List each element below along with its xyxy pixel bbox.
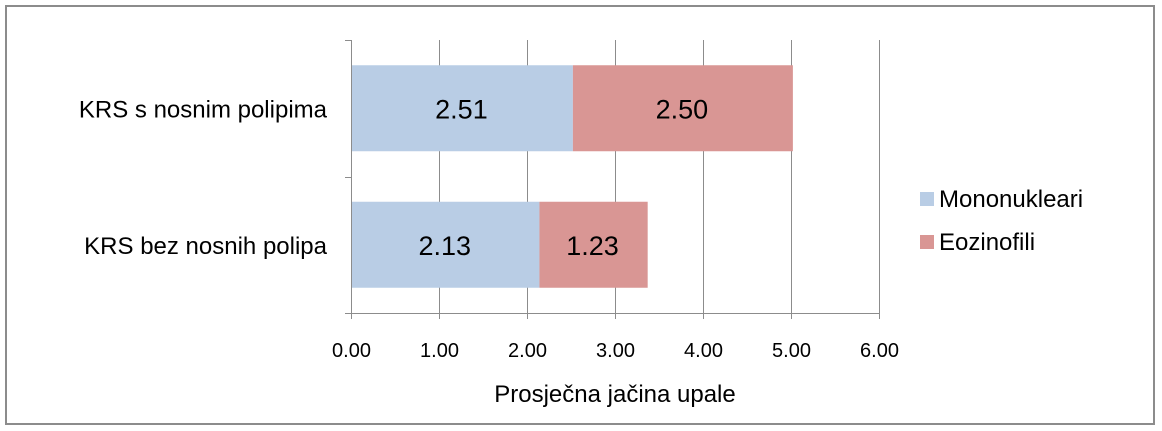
data-label: 2.13 <box>418 231 471 261</box>
bars <box>352 65 793 288</box>
x-axis-title: Prosječna jačina upale <box>494 381 736 408</box>
bar-mononukleari <box>352 65 573 152</box>
x-tick-label: 4.00 <box>684 340 723 362</box>
category-label: KRS bez nosnih polipa <box>84 233 327 260</box>
x-tick-label: 1.00 <box>420 340 459 362</box>
data-label: 1.23 <box>566 231 619 261</box>
category-label: KRS s nosnim polipima <box>79 96 328 123</box>
legend-swatch-eozinofili <box>920 235 934 249</box>
x-tick-label: 6.00 <box>860 340 899 362</box>
bar-eozinofili <box>539 201 648 288</box>
data-label: 2.50 <box>656 94 709 124</box>
labels: 2.51 2.50 KRS s nosnim polipima 2.13 1.23 KRS… <box>79 94 736 408</box>
axes: 0.00 1.00 2.00 3.00 4.00 5.00 6.00 <box>332 40 899 362</box>
x-tick-label: 0.00 <box>332 340 371 362</box>
legend-label: Mononukleari <box>939 186 1083 213</box>
x-tick-label: 3.00 <box>596 340 635 362</box>
bar-eozinofili <box>572 65 793 152</box>
bar-mononukleari <box>352 201 540 288</box>
x-tick-label: 2.00 <box>508 340 547 362</box>
x-tick-label: 5.00 <box>772 340 811 362</box>
data-label: 2.51 <box>435 94 488 124</box>
legend-swatch-mononukleari <box>920 192 934 206</box>
legend-label: Eozinofili <box>939 229 1035 256</box>
legend: Mononukleari Eozinofili <box>920 186 1083 256</box>
